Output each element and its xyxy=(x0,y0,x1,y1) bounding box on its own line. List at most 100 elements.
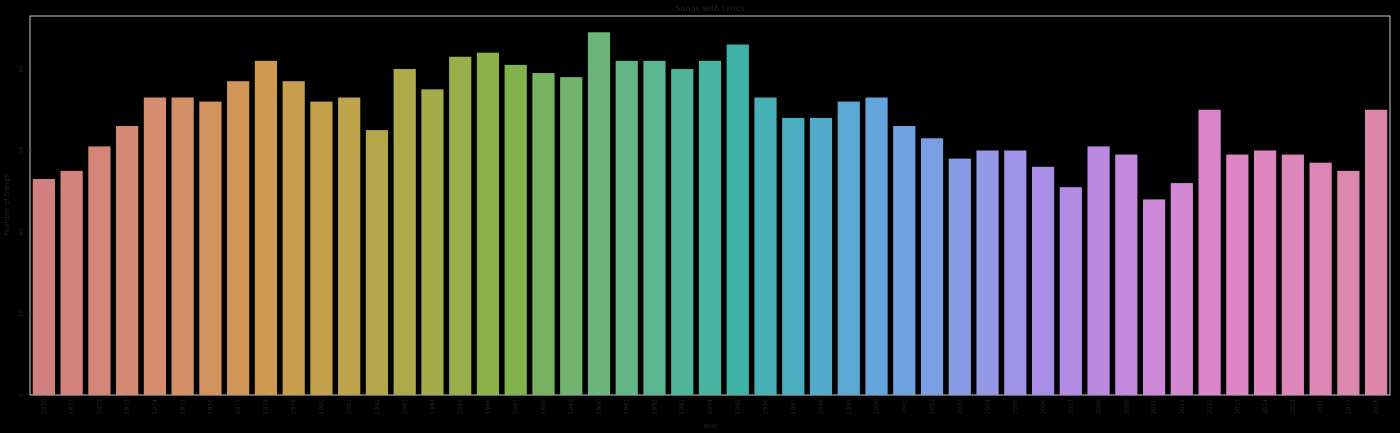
x-tick-label-1986: 1986 xyxy=(485,399,492,414)
x-tick-label-2001: 2001 xyxy=(901,399,908,414)
bar-1985 xyxy=(449,56,472,395)
bar-1976 xyxy=(199,101,222,395)
bar-2012 xyxy=(1198,109,1221,395)
x-tick-label-1980: 1980 xyxy=(318,399,325,414)
x-tick-label-2003: 2003 xyxy=(957,399,964,414)
x-tick-label-2018: 2018 xyxy=(1373,399,1380,414)
x-tick-label-1981: 1981 xyxy=(346,399,353,414)
bar-2013 xyxy=(1226,154,1249,395)
bar-1996 xyxy=(754,97,777,395)
x-tick-label-1976: 1976 xyxy=(207,399,214,414)
bar-1995 xyxy=(726,44,749,395)
x-axis: 1970 1971 1972 1973 1974 1975 1976 1977 1978 1979… xyxy=(41,399,1380,414)
x-tick-label-1991: 1991 xyxy=(624,399,631,414)
bar-2016 xyxy=(1309,162,1332,395)
bar-1987 xyxy=(504,64,527,396)
x-tick-label-2009: 2009 xyxy=(1123,399,1130,414)
bar-1988 xyxy=(532,73,555,396)
bar-1986 xyxy=(476,52,500,396)
y-tick-label-60: 60 xyxy=(18,146,25,154)
x-tick-label-1974: 1974 xyxy=(152,399,159,414)
x-tick-label-1984: 1984 xyxy=(429,399,436,414)
x-tick-label-2010: 2010 xyxy=(1151,399,1158,414)
x-tick-label-1988: 1988 xyxy=(540,399,547,414)
bar-1975 xyxy=(171,97,194,395)
x-tick-label-1989: 1989 xyxy=(568,399,575,414)
x-tick-label-1977: 1977 xyxy=(235,399,242,414)
bar-1998 xyxy=(809,117,833,395)
x-tick-label-2016: 2016 xyxy=(1318,399,1325,414)
bar-1973 xyxy=(116,126,139,395)
x-tick-label-1985: 1985 xyxy=(457,399,464,414)
x-tick-label-2002: 2002 xyxy=(929,399,936,414)
bar-1978 xyxy=(254,60,278,395)
x-tick-label-2007: 2007 xyxy=(1068,399,1075,414)
bar-2001 xyxy=(893,126,916,395)
x-tick-label-2014: 2014 xyxy=(1262,399,1269,414)
bar-2008 xyxy=(1087,146,1110,395)
bar-1971 xyxy=(60,170,83,395)
bar-1991 xyxy=(615,60,638,395)
bar-1982 xyxy=(365,130,389,396)
y-tick-label-20: 20 xyxy=(18,309,25,317)
bar-2015 xyxy=(1281,154,1304,395)
x-axis-label: Year xyxy=(702,422,718,430)
bar-2006 xyxy=(1031,166,1055,395)
bar-1972 xyxy=(88,146,111,395)
x-tick-label-1999: 1999 xyxy=(846,399,853,414)
y-axis-label: Number of Songs xyxy=(3,174,11,235)
bar-1981 xyxy=(338,97,361,395)
bar-1974 xyxy=(143,97,166,395)
x-tick-label-2000: 2000 xyxy=(874,399,881,414)
x-tick-label-1990: 1990 xyxy=(596,399,603,414)
x-tick-label-1979: 1979 xyxy=(291,399,298,414)
bar-1977 xyxy=(227,81,250,395)
x-tick-label-1973: 1973 xyxy=(124,399,131,414)
x-tick-label-1987: 1987 xyxy=(513,399,520,414)
x-tick-label-1993: 1993 xyxy=(679,399,686,414)
bar-2018 xyxy=(1365,109,1388,395)
bar-2009 xyxy=(1115,154,1138,395)
x-tick-label-1997: 1997 xyxy=(790,399,797,414)
bar-1990 xyxy=(587,32,611,396)
bar-1980 xyxy=(310,101,333,395)
bar-1992 xyxy=(643,60,666,395)
bar-1970 xyxy=(32,179,55,395)
bar-1979 xyxy=(282,81,305,395)
bar-1997 xyxy=(782,117,805,395)
bar-2002 xyxy=(920,138,944,395)
chart-title: Songs with Lyrics xyxy=(676,4,745,13)
x-tick-label-1996: 1996 xyxy=(763,399,770,414)
bar-1984 xyxy=(421,89,444,395)
x-tick-label-2017: 2017 xyxy=(1345,399,1352,414)
x-tick-label-1971: 1971 xyxy=(69,399,76,414)
x-tick-label-1995: 1995 xyxy=(735,399,742,414)
x-tick-label-2015: 2015 xyxy=(1290,399,1297,414)
y-tick-label-0: 0 xyxy=(18,393,25,397)
bar-1994 xyxy=(698,60,722,395)
x-tick-label-1992: 1992 xyxy=(651,399,658,414)
bar-1993 xyxy=(671,68,694,395)
x-tick-label-2012: 2012 xyxy=(1207,399,1214,414)
bar-2003 xyxy=(948,158,971,395)
x-tick-label-2008: 2008 xyxy=(1096,399,1103,414)
bar-2000 xyxy=(865,97,888,395)
x-tick-label-1978: 1978 xyxy=(263,399,270,414)
x-tick-label-1975: 1975 xyxy=(180,399,187,414)
bar-2007 xyxy=(1059,187,1082,395)
x-tick-label-1998: 1998 xyxy=(818,399,825,414)
x-tick-label-2004: 2004 xyxy=(985,399,992,414)
bar-2017 xyxy=(1337,170,1360,395)
x-tick-label-1970: 1970 xyxy=(41,399,48,414)
bar-1983 xyxy=(393,68,416,395)
bar-1989 xyxy=(560,77,583,395)
bar-2010 xyxy=(1142,199,1166,395)
x-tick-label-1994: 1994 xyxy=(707,399,714,414)
x-tick-label-1972: 1972 xyxy=(96,399,103,414)
bars xyxy=(32,32,1388,396)
y-axis: 0 20 40 60 80 xyxy=(18,65,30,397)
x-tick-label-2011: 2011 xyxy=(1179,399,1186,414)
x-tick-label-2013: 2013 xyxy=(1234,399,1241,414)
bar-2014 xyxy=(1254,150,1277,395)
